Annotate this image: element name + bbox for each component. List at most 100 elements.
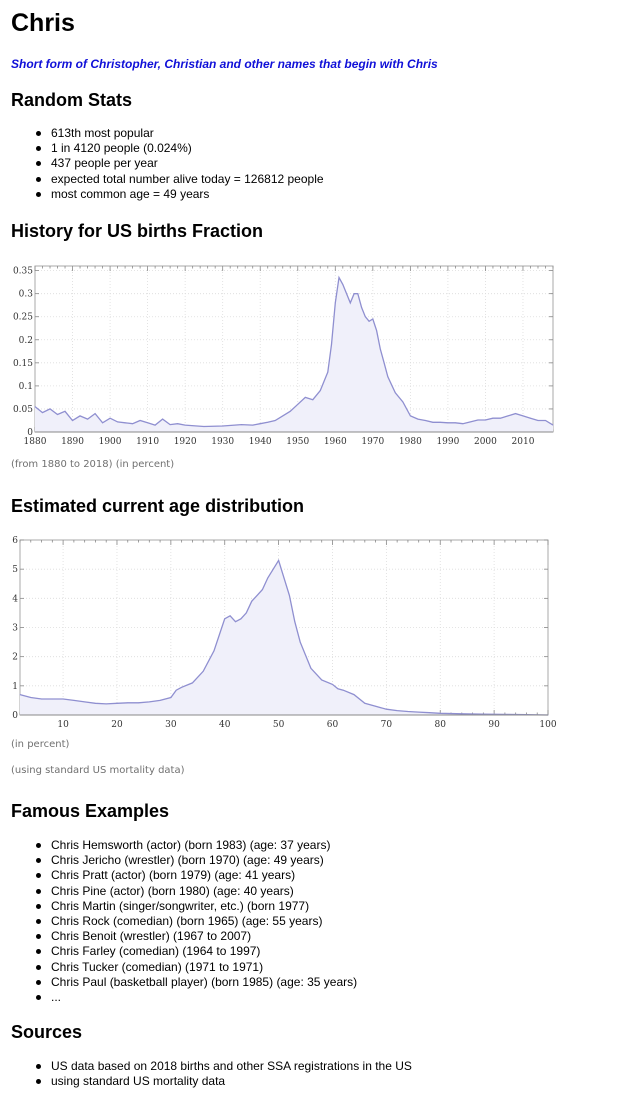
y-tick-label: 3 [12, 624, 18, 634]
data-point [57, 414, 58, 415]
data-point [289, 410, 291, 412]
data-point [203, 426, 205, 427]
data-point [252, 424, 254, 426]
data-point [439, 421, 441, 423]
famous-example-item: Chris Pratt (actor) (born 1979) (age: 41… [33, 868, 357, 883]
data-point [95, 702, 96, 704]
data-point [267, 421, 269, 423]
stat-item: 1 in 4120 people (0.024%) [33, 141, 324, 156]
data-point [342, 689, 344, 691]
sources-heading: Sources [11, 1022, 83, 1042]
series-area [20, 560, 548, 715]
data-point [51, 698, 53, 700]
data-point [482, 713, 484, 715]
data-point [30, 697, 32, 698]
data-point [159, 700, 161, 701]
data-point [148, 701, 150, 703]
data-point [73, 700, 75, 701]
y-tick-label: 0.1 [19, 382, 33, 392]
data-point [297, 403, 299, 405]
data-point [492, 417, 494, 419]
data-point [127, 702, 129, 704]
famous-examples-list: Chris Hemsworth (actor) (born 1983) (age… [33, 838, 357, 1005]
y-tick-label: 0.15 [13, 359, 33, 369]
data-point [417, 418, 419, 420]
y-tick-label: 0.35 [13, 267, 33, 277]
data-point [439, 712, 441, 714]
y-tick-label: 5 [12, 565, 18, 575]
famous-example-item: Chris Rock (comedian) (born 1965) (age: … [33, 914, 357, 929]
data-point [262, 589, 263, 590]
x-tick-label: 1950 [286, 437, 309, 447]
data-point [418, 711, 420, 713]
data-point [396, 710, 398, 712]
famous-examples-heading: Famous Examples [11, 801, 170, 821]
data-point [294, 621, 296, 623]
y-tick-label: 0.3 [19, 290, 34, 300]
stat-item: 437 people per year [33, 156, 324, 171]
data-point [515, 413, 516, 414]
data-point [124, 422, 126, 424]
data-point [357, 293, 359, 295]
data-point [105, 703, 107, 705]
data-point [272, 568, 274, 570]
age-distribution-chart: 10 20 30 40 50 60 70 80 90 100 0 1 2 3 4 5 6 [12, 536, 557, 730]
data-point [274, 420, 276, 421]
data-point [41, 698, 42, 700]
data-point [447, 422, 449, 424]
data-point [278, 560, 280, 561]
x-tick-label: 1980 [399, 437, 422, 447]
data-point [213, 650, 215, 652]
data-point [349, 302, 351, 304]
data-point [224, 618, 226, 620]
data-point [372, 318, 374, 320]
data-point [409, 415, 411, 417]
data-point [500, 417, 501, 419]
data-point [202, 670, 204, 672]
data-point [485, 419, 486, 421]
data-point [394, 392, 396, 394]
data-point [379, 348, 381, 350]
data-point [102, 422, 103, 424]
data-point [72, 420, 73, 421]
data-point [337, 688, 339, 690]
data-point [132, 423, 133, 425]
source-item: using standard US mortality data [33, 1074, 412, 1089]
x-tick-label: 2010 [512, 437, 535, 447]
data-point [353, 293, 355, 295]
data-point [319, 390, 321, 391]
data-point [84, 701, 86, 703]
x-tick-label: 1920 [174, 437, 197, 447]
data-point [429, 712, 430, 714]
age-distribution-heading: Estimated current age distribution [11, 496, 305, 516]
page-title: Chris [11, 9, 75, 37]
data-point [87, 418, 88, 420]
y-tick-label: 0.2 [19, 336, 33, 346]
data-point [109, 417, 111, 419]
data-point [139, 420, 141, 421]
famous-example-item: Chris Pine (actor) (born 1980) (age: 40 … [33, 884, 357, 899]
data-point [251, 600, 253, 602]
data-point [229, 615, 231, 617]
data-point [116, 702, 118, 704]
x-tick-label: 90 [488, 720, 500, 730]
data-point [312, 399, 314, 401]
data-point [64, 410, 66, 412]
data-point [387, 376, 389, 378]
data-point [368, 320, 370, 322]
name-description: Short form of Christopher, Christian and… [11, 57, 438, 71]
data-point [181, 686, 183, 688]
data-point [455, 422, 456, 424]
data-point [385, 708, 387, 710]
data-point [522, 415, 524, 417]
data-point [364, 316, 366, 318]
data-point [245, 612, 247, 614]
stat-item: expected total number alive today = 1268… [33, 172, 324, 187]
data-point [332, 683, 333, 685]
data-point [383, 362, 385, 364]
age-note-mortality: (using standard US mortality data) [11, 765, 185, 776]
data-point [79, 415, 81, 417]
y-tick-label: 6 [12, 536, 18, 546]
data-point [288, 595, 290, 596]
stat-item: 613th most popular [33, 126, 324, 141]
